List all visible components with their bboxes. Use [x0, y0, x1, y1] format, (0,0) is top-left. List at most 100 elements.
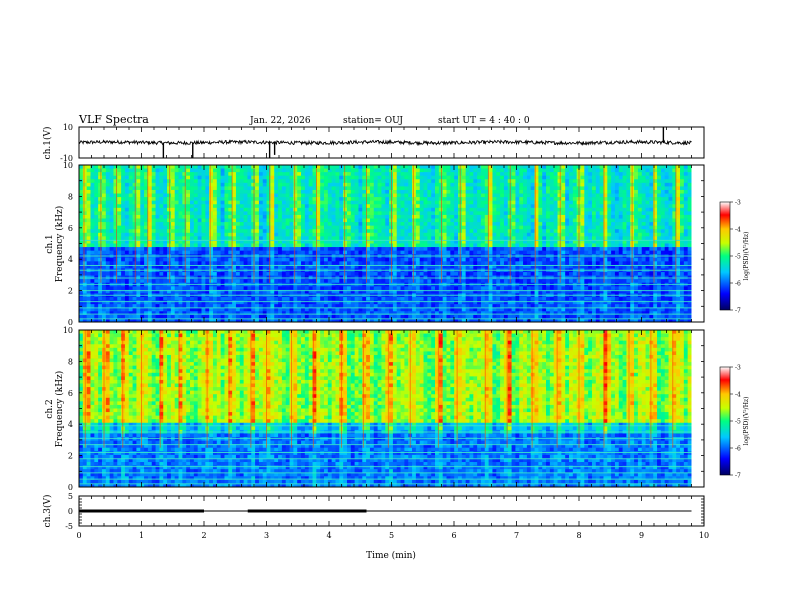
- spectrogram-cell: [304, 218, 310, 223]
- spectrogram-cell: [637, 168, 643, 173]
- spectrogram-cell: [477, 168, 482, 173]
- spectrogram-cell: [270, 232, 275, 237]
- spectrogram-cell: [312, 257, 317, 262]
- spectrogram-cell: [362, 225, 367, 230]
- spectrogram-cell: [653, 204, 658, 209]
- spectrogram-cell: [136, 243, 141, 248]
- spectrogram-cell: [258, 236, 264, 241]
- spectrogram-cell: [392, 236, 398, 241]
- spectrogram-cell: [350, 186, 356, 191]
- spectrogram-cell: [503, 222, 509, 227]
- spectrogram-cell: [124, 193, 130, 198]
- spectrogram-cell: [193, 222, 199, 227]
- spectrogram-cell: [381, 214, 386, 219]
- spectrogram-cell: [147, 264, 153, 269]
- spectrogram-cell: [519, 207, 524, 212]
- spectrogram-cell: [124, 168, 130, 173]
- spectrogram-cell: [484, 204, 490, 209]
- spectrogram-cell: [266, 222, 271, 227]
- spectrogram-cell: [572, 250, 578, 255]
- spectrogram-cell: [484, 182, 490, 187]
- spectrogram-cell: [618, 239, 623, 244]
- spectrogram-cell: [469, 207, 474, 212]
- spectrogram-cell: [373, 186, 378, 191]
- spectrogram-cell: [515, 257, 520, 262]
- spectrogram-cell: [373, 189, 378, 194]
- spectrogram-cell: [201, 186, 206, 191]
- spectrogram-cell: [461, 236, 467, 241]
- spectrogram-cell: [251, 257, 256, 262]
- spectrogram-cell: [435, 211, 440, 216]
- spectrogram-cell: [197, 229, 202, 234]
- spectrogram-cell: [339, 222, 344, 227]
- spectrogram-cell: [327, 165, 333, 169]
- spectrogram-cell: [335, 211, 340, 216]
- spectrogram-cell: [622, 186, 627, 191]
- spectrogram-cell: [193, 214, 199, 219]
- spectrogram-cell: [278, 204, 283, 209]
- spectrogram-cell: [101, 214, 107, 219]
- spectrogram-cell: [618, 182, 623, 187]
- spectrogram-cell: [680, 193, 685, 198]
- spectrogram-cell: [170, 272, 176, 277]
- spectrogram-cell: [687, 179, 692, 184]
- spectrogram-cell: [82, 200, 88, 205]
- spectrogram-cell: [427, 175, 432, 180]
- spectrogram-cell: [212, 168, 218, 173]
- spectrogram-cell: [132, 186, 137, 191]
- spectrogram-cell: [381, 204, 386, 209]
- spectrogram-cell: [197, 257, 202, 262]
- spectrogram-cell: [614, 182, 620, 187]
- spectrogram-cell: [255, 204, 260, 209]
- spectrogram-cell: [251, 200, 256, 205]
- spectrogram-cell: [523, 247, 528, 252]
- spectrogram-cell: [117, 182, 122, 187]
- spectrogram-cell: [316, 261, 321, 266]
- spectrogram-cell: [473, 211, 478, 216]
- spectrogram-cell: [477, 179, 482, 184]
- spectrogram-cell: [553, 229, 558, 234]
- spectrogram-cell: [461, 207, 467, 212]
- spectrogram-cell: [530, 182, 535, 187]
- spectrogram-cell: [255, 165, 260, 169]
- spectrogram-cell: [415, 200, 421, 205]
- spectrogram-cell: [170, 182, 176, 187]
- spectrogram-cell: [538, 236, 543, 241]
- spectrogram-cell: [488, 225, 493, 230]
- spectrogram-cell: [216, 193, 222, 198]
- spectrogram-cell: [408, 247, 413, 252]
- spectrogram-cell: [339, 211, 344, 216]
- spectrogram-cell: [216, 264, 222, 269]
- spectrogram-cell: [293, 214, 298, 219]
- spectrogram-cell: [588, 207, 593, 212]
- spectrogram-cell: [212, 204, 218, 209]
- spectrogram-cell: [232, 197, 237, 202]
- spectrogram-cell: [190, 250, 195, 255]
- spectrogram-cell: [216, 218, 222, 223]
- spectrogram-cell: [595, 264, 601, 269]
- spectrogram-cell: [461, 257, 467, 262]
- spectrogram-cell: [79, 207, 84, 212]
- spectrogram-cell: [519, 186, 524, 191]
- spectrogram-cell: [469, 214, 474, 219]
- spectrogram-cell: [530, 250, 535, 255]
- spectrogram-cell: [197, 168, 202, 173]
- spectrogram-cell: [423, 261, 428, 266]
- spectrogram-cell: [170, 261, 176, 266]
- spectrogram-cell: [373, 218, 378, 223]
- spectrogram-cell: [469, 239, 474, 244]
- spectrogram-cell: [335, 250, 340, 255]
- spectrogram-cell: [255, 247, 260, 252]
- spectrogram-cell: [423, 165, 428, 169]
- spectrogram-cell: [113, 204, 118, 209]
- spectrogram-cell: [680, 261, 685, 266]
- spectrogram-cell: [461, 175, 467, 180]
- spectrogram-cell: [408, 250, 413, 255]
- spectrogram-cell: [224, 222, 229, 227]
- spectrogram-cell: [136, 182, 141, 187]
- spectrogram-cell: [381, 222, 386, 227]
- spectrogram-cell: [484, 211, 490, 216]
- spectrogram-cell: [687, 214, 692, 219]
- spectrogram-cell: [262, 222, 267, 227]
- spectrogram-cell: [94, 189, 99, 194]
